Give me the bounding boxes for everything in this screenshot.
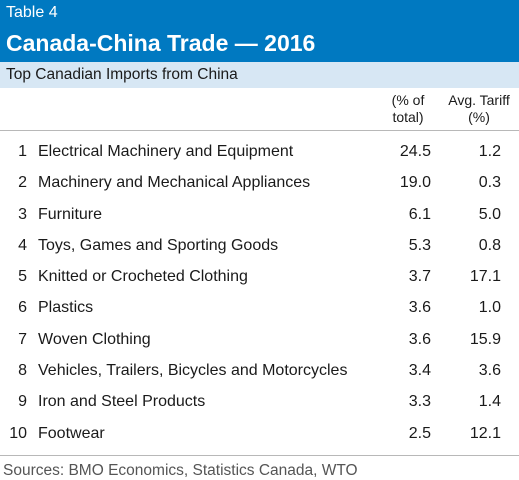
column-header-tariff: Avg. Tariff (%): [448, 92, 510, 125]
row-name: Plastics: [38, 299, 94, 317]
table-header: Table 4 Canada-China Trade — 2016: [0, 0, 519, 62]
table-subheading: Top Canadian Imports from China: [0, 62, 519, 88]
table-row: 7 Woven Clothing 3.6 15.9: [0, 324, 519, 355]
row-rank: 6: [18, 299, 27, 317]
row-share: 3.6: [408, 299, 431, 317]
row-share: 6.1: [408, 205, 431, 223]
row-name: Knitted or Crocheted Clothing: [38, 268, 248, 286]
row-tariff: 12.1: [469, 424, 501, 442]
row-rank: 10: [9, 424, 27, 442]
header-rule: [0, 130, 519, 131]
row-rank: 5: [18, 268, 27, 286]
table-row: 9 Iron and Steel Products 3.3 1.4: [0, 386, 519, 417]
row-share: 24.5: [399, 143, 431, 160]
row-rank: 3: [18, 205, 27, 223]
row-rank: 8: [18, 362, 27, 380]
row-share: 2.5: [408, 424, 431, 442]
row-rank: 4: [18, 236, 27, 254]
footer-rule: [0, 454, 519, 456]
row-tariff: 1.4: [478, 393, 501, 411]
table-row: 4 Toys, Games and Sporting Goods 5.3 0.8: [0, 230, 519, 261]
table-row: 2 Machinery and Mechanical Appliances 19…: [0, 167, 519, 198]
row-share: 5.3: [408, 236, 431, 254]
row-share: 3.7: [408, 268, 431, 286]
row-rank: 7: [18, 330, 27, 348]
row-tariff: 3.6: [478, 362, 501, 380]
column-header-share: (% of total): [391, 92, 425, 125]
row-share: 3.6: [408, 330, 431, 348]
row-share: 19.0: [399, 174, 431, 192]
row-rank: 1: [18, 143, 27, 160]
row-tariff: 17.1: [469, 268, 501, 286]
row-name: Footwear: [38, 424, 105, 442]
source-note: Sources: BMO Economics, Statistics Canad…: [3, 461, 358, 479]
table-label: Table 4: [6, 4, 58, 21]
row-tariff: 15.9: [469, 330, 501, 348]
table-body: 1 Electrical Machinery and Equipment 24.…: [0, 131, 519, 449]
column-headers: (% of total) Avg. Tariff (%): [0, 88, 519, 130]
table-row: 1 Electrical Machinery and Equipment 24.…: [0, 136, 519, 167]
row-share: 3.3: [408, 393, 431, 411]
row-rank: 9: [18, 393, 27, 411]
row-name: Toys, Games and Sporting Goods: [38, 236, 279, 254]
table-title: Canada-China Trade — 2016: [6, 30, 316, 56]
row-tariff: 0.3: [478, 174, 501, 192]
row-name: Electrical Machinery and Equipment: [38, 143, 294, 160]
row-tariff: 1.0: [478, 299, 501, 317]
row-name: Furniture: [38, 205, 103, 223]
table-row: 10 Footwear 2.5 12.1: [0, 418, 519, 449]
row-tariff: 0.8: [478, 236, 501, 254]
row-name: Iron and Steel Products: [38, 393, 206, 411]
row-name: Machinery and Mechanical Appliances: [38, 174, 311, 192]
row-name: Woven Clothing: [38, 330, 151, 348]
table-row: 3 Furniture 6.1 5.0: [0, 199, 519, 230]
row-tariff: 5.0: [478, 205, 501, 223]
row-rank: 2: [18, 174, 27, 192]
table-row: 6 Plastics 3.6 1.0: [0, 292, 519, 323]
row-tariff: 1.2: [478, 143, 501, 160]
table-row: 5 Knitted or Crocheted Clothing 3.7 17.1: [0, 261, 519, 292]
table-row: 8 Vehicles, Trailers, Bicycles and Motor…: [0, 355, 519, 386]
row-name: Vehicles, Trailers, Bicycles and Motorcy…: [38, 362, 348, 380]
row-share: 3.4: [408, 362, 431, 380]
